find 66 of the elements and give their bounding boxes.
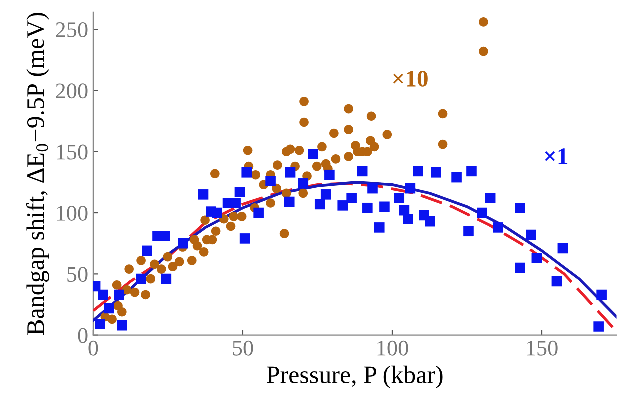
point: [526, 230, 536, 240]
point: [285, 168, 296, 178]
x-tick-label: 0: [88, 340, 98, 356]
x-tick-label: 50: [233, 340, 254, 356]
point: [464, 226, 474, 237]
point: [425, 216, 436, 227]
point: [117, 320, 128, 331]
point: [320, 190, 332, 200]
point: [284, 196, 295, 208]
point: [405, 183, 416, 194]
x-tick-label: 100: [378, 340, 408, 356]
point: [234, 187, 246, 198]
point: [466, 166, 477, 177]
point: [338, 200, 348, 211]
y-tick-label: 200: [56, 84, 88, 99]
point: [532, 253, 542, 264]
point: [357, 166, 368, 177]
point: [314, 199, 326, 210]
series-label: ×1: [545, 148, 568, 164]
point: [515, 262, 526, 274]
point: [142, 246, 152, 256]
point: [413, 166, 424, 177]
point: [485, 193, 496, 204]
point: [242, 168, 252, 178]
point: [394, 193, 405, 204]
point: [362, 202, 373, 214]
point: [98, 290, 108, 300]
x-tick-label: 150: [527, 340, 558, 356]
point: [178, 238, 188, 249]
point: [324, 170, 335, 180]
point: [104, 303, 114, 314]
point: [266, 176, 276, 186]
point: [552, 276, 562, 287]
y-axis-title: Bandgap shift, ΔE$_{0}$−9.5P (meV): [26, 13, 50, 336]
point: [515, 202, 526, 214]
point: [596, 290, 607, 300]
point: [403, 214, 414, 224]
point: [380, 202, 390, 212]
y-tick-label: 150: [57, 144, 88, 160]
point: [230, 198, 241, 208]
y-tick-label: 100: [57, 206, 88, 221]
x-axis-title: Pressure, P (kbar): [267, 366, 443, 389]
series-label: ×10: [393, 70, 428, 87]
point: [160, 231, 170, 242]
point: [431, 168, 442, 178]
point: [136, 274, 146, 284]
point: [114, 290, 124, 300]
point: [254, 208, 264, 218]
y-tick-label: 0: [78, 328, 88, 344]
point: [298, 178, 309, 189]
point: [198, 190, 209, 200]
point: [95, 319, 106, 330]
point: [368, 183, 378, 194]
point: [558, 243, 568, 254]
point: [161, 274, 172, 284]
point: [493, 222, 504, 233]
point: [346, 193, 357, 204]
point: [212, 208, 222, 218]
point: [477, 208, 488, 218]
point: [374, 222, 385, 233]
point: [240, 234, 250, 244]
y-tick-label: 50: [68, 267, 88, 282]
point: [308, 149, 318, 160]
point: [594, 322, 604, 332]
y-tick-label: 250: [56, 22, 88, 38]
point: [452, 172, 462, 183]
